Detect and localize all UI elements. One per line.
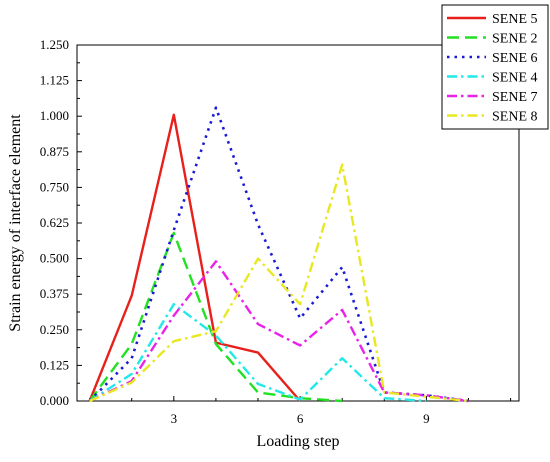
series-line-sene-8 bbox=[89, 163, 469, 403]
x-tick-label: 3 bbox=[171, 411, 178, 426]
y-tick-label: 0.625 bbox=[40, 215, 69, 230]
y-tick-label: 1.000 bbox=[40, 108, 69, 123]
legend-label-sene-7: SENE 7 bbox=[492, 90, 538, 105]
series-line-sene-5 bbox=[88, 113, 302, 402]
y-tick-label: 0.750 bbox=[40, 179, 69, 194]
y-tick-label: 0.375 bbox=[40, 286, 69, 301]
legend-box bbox=[441, 4, 549, 130]
y-tick-label: 1.250 bbox=[40, 37, 69, 52]
legend-label-sene-6: SENE 6 bbox=[492, 51, 538, 66]
x-tick-label: 9 bbox=[423, 411, 430, 426]
legend-items: SENE 5 SENE 2 SENE 6 SENE 4 SENE 7 SENE 8 bbox=[447, 12, 538, 125]
x-tick-label: 6 bbox=[297, 411, 304, 426]
y-tick-label: 0.000 bbox=[40, 393, 69, 408]
series-line-sene-7 bbox=[89, 260, 469, 403]
legend-label-sene-2: SENE 2 bbox=[492, 32, 538, 47]
legend-label-sene-4: SENE 4 bbox=[492, 71, 538, 86]
legend: SENE 5 SENE 2 SENE 6 SENE 4 SENE 7 SENE 8 bbox=[441, 4, 549, 130]
y-tick-label: 0.875 bbox=[40, 144, 69, 159]
x-axis-title: Loading step bbox=[256, 433, 339, 450]
y-tick-label: 0.500 bbox=[40, 251, 69, 266]
series-line-sene-4 bbox=[88, 302, 427, 403]
series-line-sene-6 bbox=[88, 106, 469, 403]
y-tick-label: 0.250 bbox=[40, 322, 69, 337]
series-lines bbox=[88, 106, 469, 403]
legend-label-sene-8: SENE 8 bbox=[492, 110, 538, 125]
legend-label-sene-5: SENE 5 bbox=[492, 12, 538, 27]
y-tick-label: 0.125 bbox=[40, 357, 69, 372]
y-axis: 0.000 0.125 0.250 0.375 0.500 0.625 0.750 0.875… bbox=[40, 37, 82, 408]
y-tick-label: 1.125 bbox=[40, 73, 69, 88]
y-axis-title: Strain energy of interface element bbox=[7, 114, 24, 332]
